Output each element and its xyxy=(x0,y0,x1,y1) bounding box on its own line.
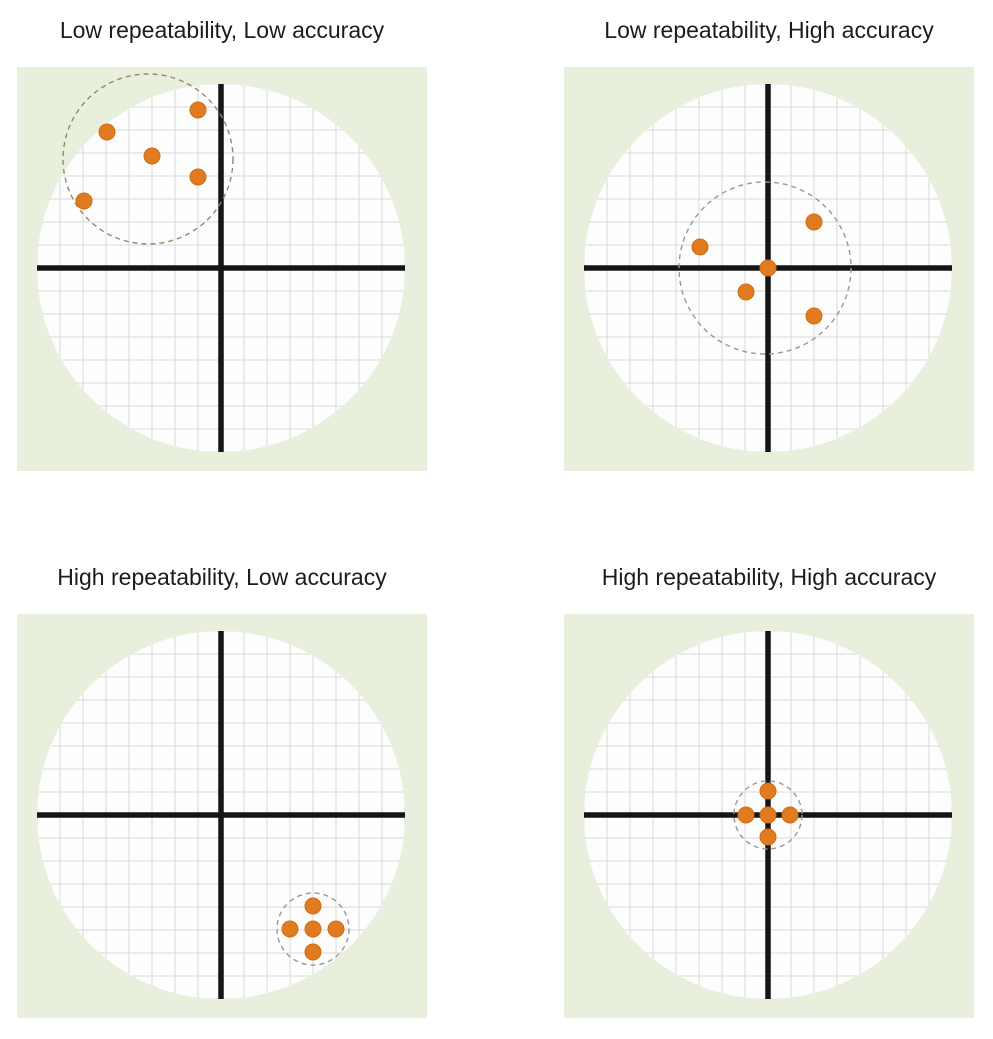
panel-high-repeatability-low-accuracy: High repeatability, Low accuracy xyxy=(17,563,427,1023)
shot-dot xyxy=(759,806,777,824)
shot-dot xyxy=(781,806,799,824)
cluster-circle xyxy=(733,780,803,850)
panel-title: Low repeatability, Low accuracy xyxy=(59,17,385,43)
cluster-circle xyxy=(276,892,350,966)
cluster-circle xyxy=(678,181,852,355)
shot-dot xyxy=(327,920,345,938)
panel-title: High repeatability, Low accuracy xyxy=(57,564,387,590)
shot-dot xyxy=(805,213,823,231)
panel-title: High repeatability, High accuracy xyxy=(601,564,937,590)
shot-dot xyxy=(189,101,207,119)
shot-dot xyxy=(304,920,322,938)
shot-dot xyxy=(281,920,299,938)
cluster-circle xyxy=(62,73,234,245)
panel-low-repeatability-low-accuracy: Low repeatability, Low accuracy xyxy=(17,16,427,476)
shot-dot xyxy=(304,897,322,915)
shot-dot xyxy=(691,238,709,256)
shot-dot xyxy=(189,168,207,186)
panel-title: Low repeatability, High accuracy xyxy=(604,17,934,43)
shot-dot xyxy=(805,307,823,325)
target-diagram xyxy=(17,614,427,1018)
shot-dot xyxy=(75,192,93,210)
target-diagram xyxy=(17,67,427,471)
target-diagram xyxy=(564,614,974,1018)
shot-dot xyxy=(304,943,322,961)
panel-low-repeatability-high-accuracy: Low repeatability, High accuracy xyxy=(564,16,974,476)
shot-dot xyxy=(759,259,777,277)
shot-dot xyxy=(737,806,755,824)
shot-dot xyxy=(759,828,777,846)
shot-dot xyxy=(98,123,116,141)
shot-dot xyxy=(143,147,161,165)
shot-dot xyxy=(737,283,755,301)
panel-high-repeatability-high-accuracy: High repeatability, High accuracy xyxy=(564,563,974,1023)
shot-dot xyxy=(759,782,777,800)
target-diagram xyxy=(564,67,974,471)
